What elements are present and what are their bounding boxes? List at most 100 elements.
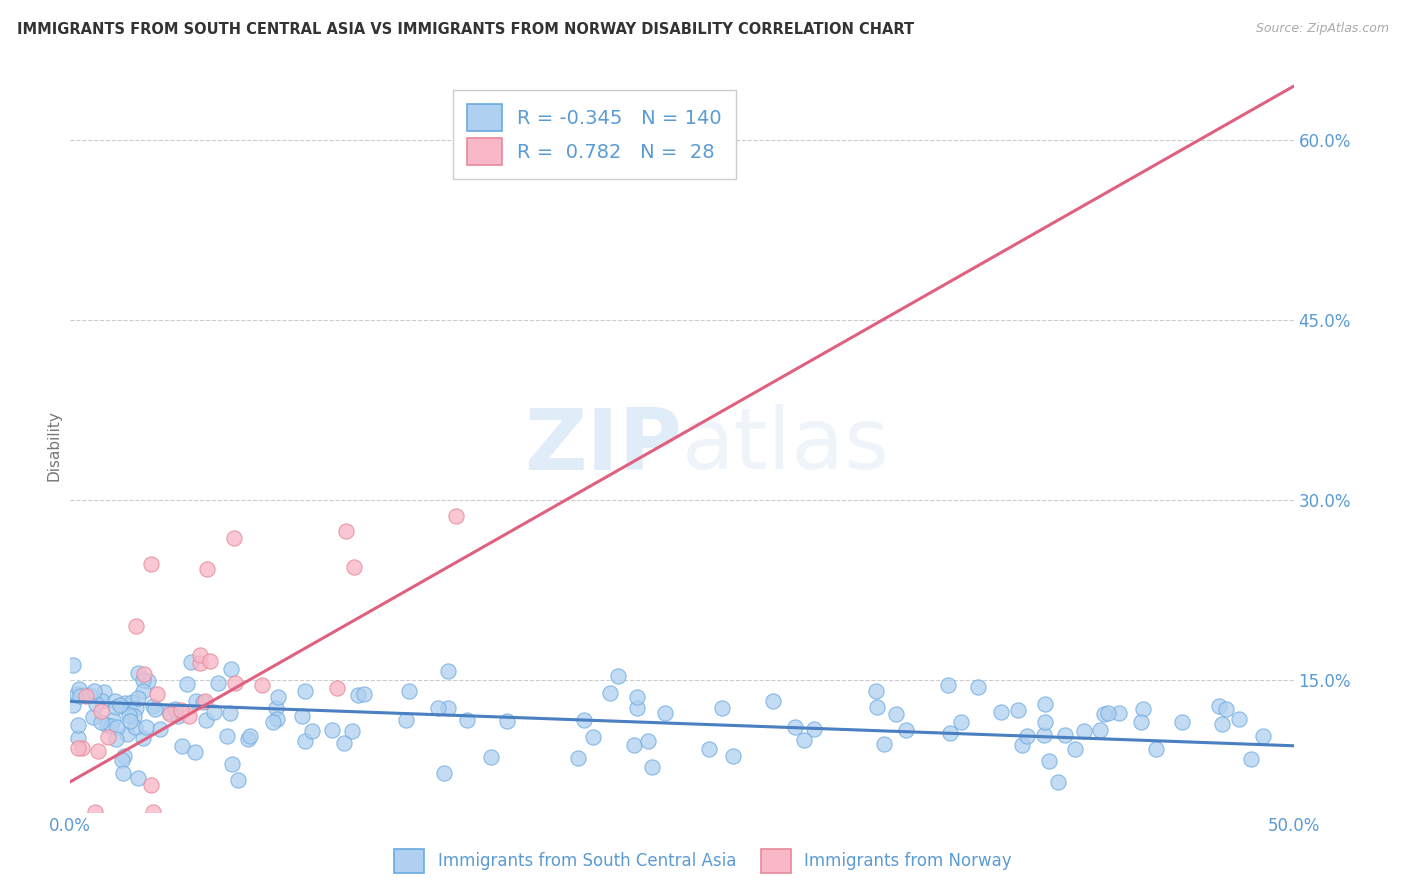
Point [637, 734, 659, 748]
Point [1144, 741, 1167, 756]
Point [966, 680, 988, 694]
Point [125, 619, 148, 633]
Point [398, 684, 420, 698]
Point [1211, 716, 1233, 731]
Point [82, 710, 104, 724]
Point [195, 562, 218, 576]
Point [1063, 742, 1085, 756]
Point [567, 750, 589, 764]
Point [264, 701, 287, 715]
Point [1047, 774, 1070, 789]
Point [96, 718, 118, 732]
Point [1108, 706, 1130, 720]
Point [1132, 701, 1154, 715]
Point [301, 723, 323, 738]
Point [1033, 714, 1056, 729]
Point [179, 708, 201, 723]
Point [198, 653, 221, 667]
Point [446, 509, 468, 524]
Point [936, 678, 959, 692]
Point [1097, 706, 1119, 720]
Point [1053, 728, 1076, 742]
Point [84, 805, 107, 819]
Point [87, 744, 110, 758]
Point [641, 760, 664, 774]
Point [191, 695, 214, 709]
Point [104, 732, 127, 747]
Point [262, 715, 284, 730]
Point [347, 688, 370, 702]
Point [1208, 699, 1230, 714]
Point [125, 701, 148, 715]
Text: Source: ZipAtlas.com: Source: ZipAtlas.com [1256, 22, 1389, 36]
Point [574, 713, 596, 727]
Point [326, 681, 349, 696]
Point [118, 707, 141, 722]
Point [939, 726, 962, 740]
Point [132, 673, 155, 688]
Point [238, 731, 260, 746]
Point [1033, 728, 1056, 742]
Point [157, 706, 180, 720]
Point [340, 723, 363, 738]
Point [219, 662, 242, 676]
Point [66, 687, 89, 701]
Legend: R = -0.345   N = 140, R =  0.782   N =  28: R = -0.345 N = 140, R = 0.782 N = 28 [453, 90, 735, 179]
Point [433, 766, 456, 780]
Point [1227, 712, 1250, 726]
Point [865, 683, 887, 698]
Point [950, 714, 973, 729]
Point [479, 749, 502, 764]
Point [121, 696, 143, 710]
Point [167, 708, 190, 723]
Point [721, 748, 744, 763]
Point [142, 698, 165, 713]
Point [75, 690, 97, 704]
Point [101, 713, 124, 727]
Point [1017, 730, 1039, 744]
Point [1007, 703, 1029, 717]
Point [159, 706, 181, 721]
Point [141, 805, 163, 819]
Point [176, 676, 198, 690]
Point [437, 701, 460, 715]
Point [215, 729, 238, 743]
Point [294, 684, 316, 698]
Point [1215, 702, 1237, 716]
Point [426, 701, 449, 715]
Point [224, 532, 246, 546]
Point [266, 712, 288, 726]
Point [599, 686, 621, 700]
Point [132, 731, 155, 745]
Point [654, 706, 676, 721]
Point [66, 718, 89, 732]
Point [582, 730, 605, 744]
Point [104, 694, 127, 708]
Point [183, 745, 205, 759]
Point [83, 684, 105, 698]
Point [1073, 723, 1095, 738]
Point [104, 699, 127, 714]
Point [79, 688, 101, 702]
Point [118, 702, 141, 716]
Point [865, 699, 887, 714]
Point [1092, 706, 1115, 721]
Point [90, 694, 112, 708]
Point [114, 696, 136, 710]
Point [803, 723, 825, 737]
Point [990, 705, 1012, 719]
Point [70, 740, 93, 755]
Point [188, 656, 211, 670]
Point [149, 723, 172, 737]
Point [1130, 714, 1153, 729]
Point [143, 702, 166, 716]
Point [607, 669, 630, 683]
Point [291, 709, 314, 723]
Point [69, 690, 91, 704]
Point [626, 701, 648, 715]
Text: atlas: atlas [682, 404, 890, 488]
Point [1240, 752, 1263, 766]
Point [793, 732, 815, 747]
Point [321, 723, 343, 737]
Point [785, 720, 807, 734]
